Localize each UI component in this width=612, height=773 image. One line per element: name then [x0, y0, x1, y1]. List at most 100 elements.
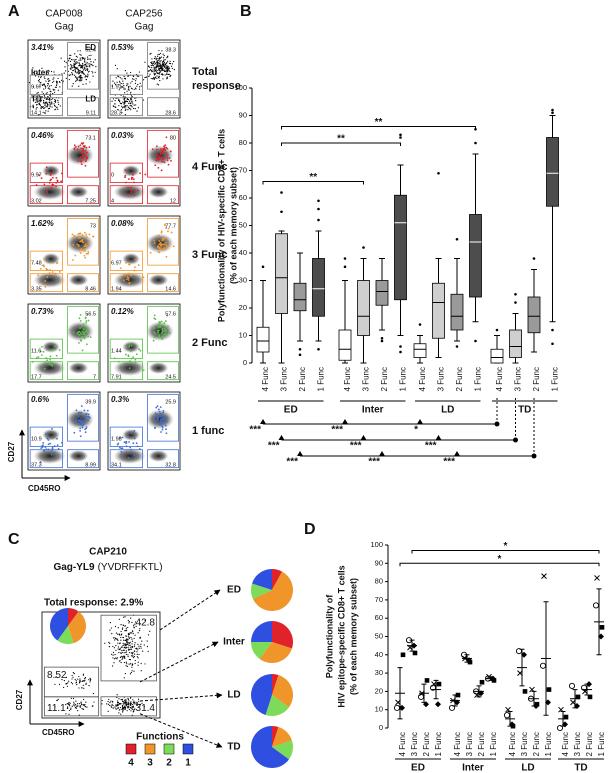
event-dot: [122, 82, 124, 85]
event-dot: [76, 78, 78, 80]
event-dot: [140, 647, 142, 649]
density: [42, 428, 61, 441]
event-dot: [116, 701, 119, 704]
event-dot: [127, 109, 129, 111]
outlier: [551, 108, 554, 112]
density: [113, 183, 146, 200]
event-dot: [50, 84, 52, 87]
event-dot: [132, 651, 134, 654]
event-dot: [126, 705, 128, 707]
event-dot: [78, 703, 81, 705]
event-dot: [160, 230, 163, 233]
event-dot: [81, 426, 84, 429]
row-label: 3 Func: [192, 249, 227, 261]
density: [148, 273, 169, 286]
gate: [29, 74, 63, 95]
event-dot: [40, 345, 43, 348]
event-dot: [80, 701, 82, 703]
event-dot: [55, 86, 57, 89]
gate-value: 7: [93, 374, 96, 380]
event-dot: [163, 327, 166, 330]
event-dot: [122, 649, 124, 651]
event-dot: [125, 100, 128, 102]
comparison-ref: [513, 437, 518, 443]
gate-value: 8.46: [85, 286, 96, 292]
event-dot: [115, 708, 117, 710]
event-dot: [130, 432, 133, 435]
event-dot: [38, 114, 40, 116]
event-dot: [132, 632, 134, 635]
event-dot: [55, 354, 58, 357]
event-dot: [159, 65, 161, 67]
comparison-marker: [417, 419, 423, 424]
event-dot: [82, 684, 84, 686]
event-dot: [150, 61, 152, 64]
event-dot: [135, 100, 137, 102]
event-dot: [48, 70, 50, 72]
event-dot: [131, 273, 134, 276]
event-dot: [84, 160, 87, 163]
event-dot: [84, 428, 87, 431]
event-dot: [153, 67, 155, 69]
event-dot: [124, 657, 126, 660]
event-dot: [158, 410, 161, 413]
density: [33, 359, 66, 376]
event-dot: [57, 698, 59, 700]
data-point: [522, 689, 528, 694]
event-dot: [124, 630, 126, 632]
event-dot: [137, 84, 139, 86]
event-dot: [78, 411, 81, 414]
event-dot: [111, 653, 113, 655]
event-dot: [80, 163, 83, 166]
y-tick-label: 80: [239, 138, 247, 147]
event-dot: [121, 704, 124, 707]
event-dot: [158, 336, 161, 338]
comparison-marker: [342, 419, 348, 424]
event-dot: [87, 413, 90, 416]
event-dot: [51, 427, 53, 430]
event-dot: [82, 69, 85, 71]
event-dot: [121, 86, 123, 88]
event-dot: [159, 412, 162, 415]
event-dot: [163, 66, 166, 68]
event-dot: [43, 449, 46, 452]
event-dot: [119, 100, 121, 102]
event-dot: [124, 700, 126, 703]
event-dot: [121, 436, 124, 439]
event-dot: [45, 98, 47, 100]
event-dot: [114, 82, 116, 84]
gate: [147, 273, 179, 293]
event-dot: [82, 152, 85, 155]
event-dot: [119, 634, 121, 636]
event-dot: [118, 660, 121, 662]
x-tick-label: 3 Func: [280, 367, 289, 391]
event-dot: [133, 700, 135, 702]
event-dot: [43, 183, 46, 186]
data-point: [503, 712, 511, 719]
y-tick-label: 20: [375, 686, 383, 695]
event-dot: [81, 58, 84, 60]
event-dot: [108, 698, 110, 701]
event-dot: [127, 83, 129, 85]
event-dot: [166, 64, 168, 67]
event-dot: [135, 353, 138, 356]
event-dot: [36, 98, 38, 100]
event-dot: [83, 409, 86, 412]
event-dot: [124, 97, 126, 100]
event-dot: [86, 58, 89, 60]
event-dot: [122, 624, 124, 626]
event-dot: [136, 75, 138, 77]
y-axis-label: HIV epitope-specific CD8+ T cells: [336, 565, 346, 707]
data-point: [424, 678, 430, 683]
gate-value: 62.4: [85, 47, 96, 53]
event-dot: [156, 235, 159, 237]
event-dot: [42, 264, 45, 267]
event-dot: [81, 241, 84, 244]
x-tick-label: 3 Func: [514, 367, 523, 391]
event-dot: [112, 651, 115, 654]
event-dot: [75, 703, 77, 706]
event-dot: [168, 62, 171, 64]
error-bar: [433, 679, 439, 700]
pie-slice: [272, 726, 279, 747]
event-dot: [41, 107, 43, 109]
